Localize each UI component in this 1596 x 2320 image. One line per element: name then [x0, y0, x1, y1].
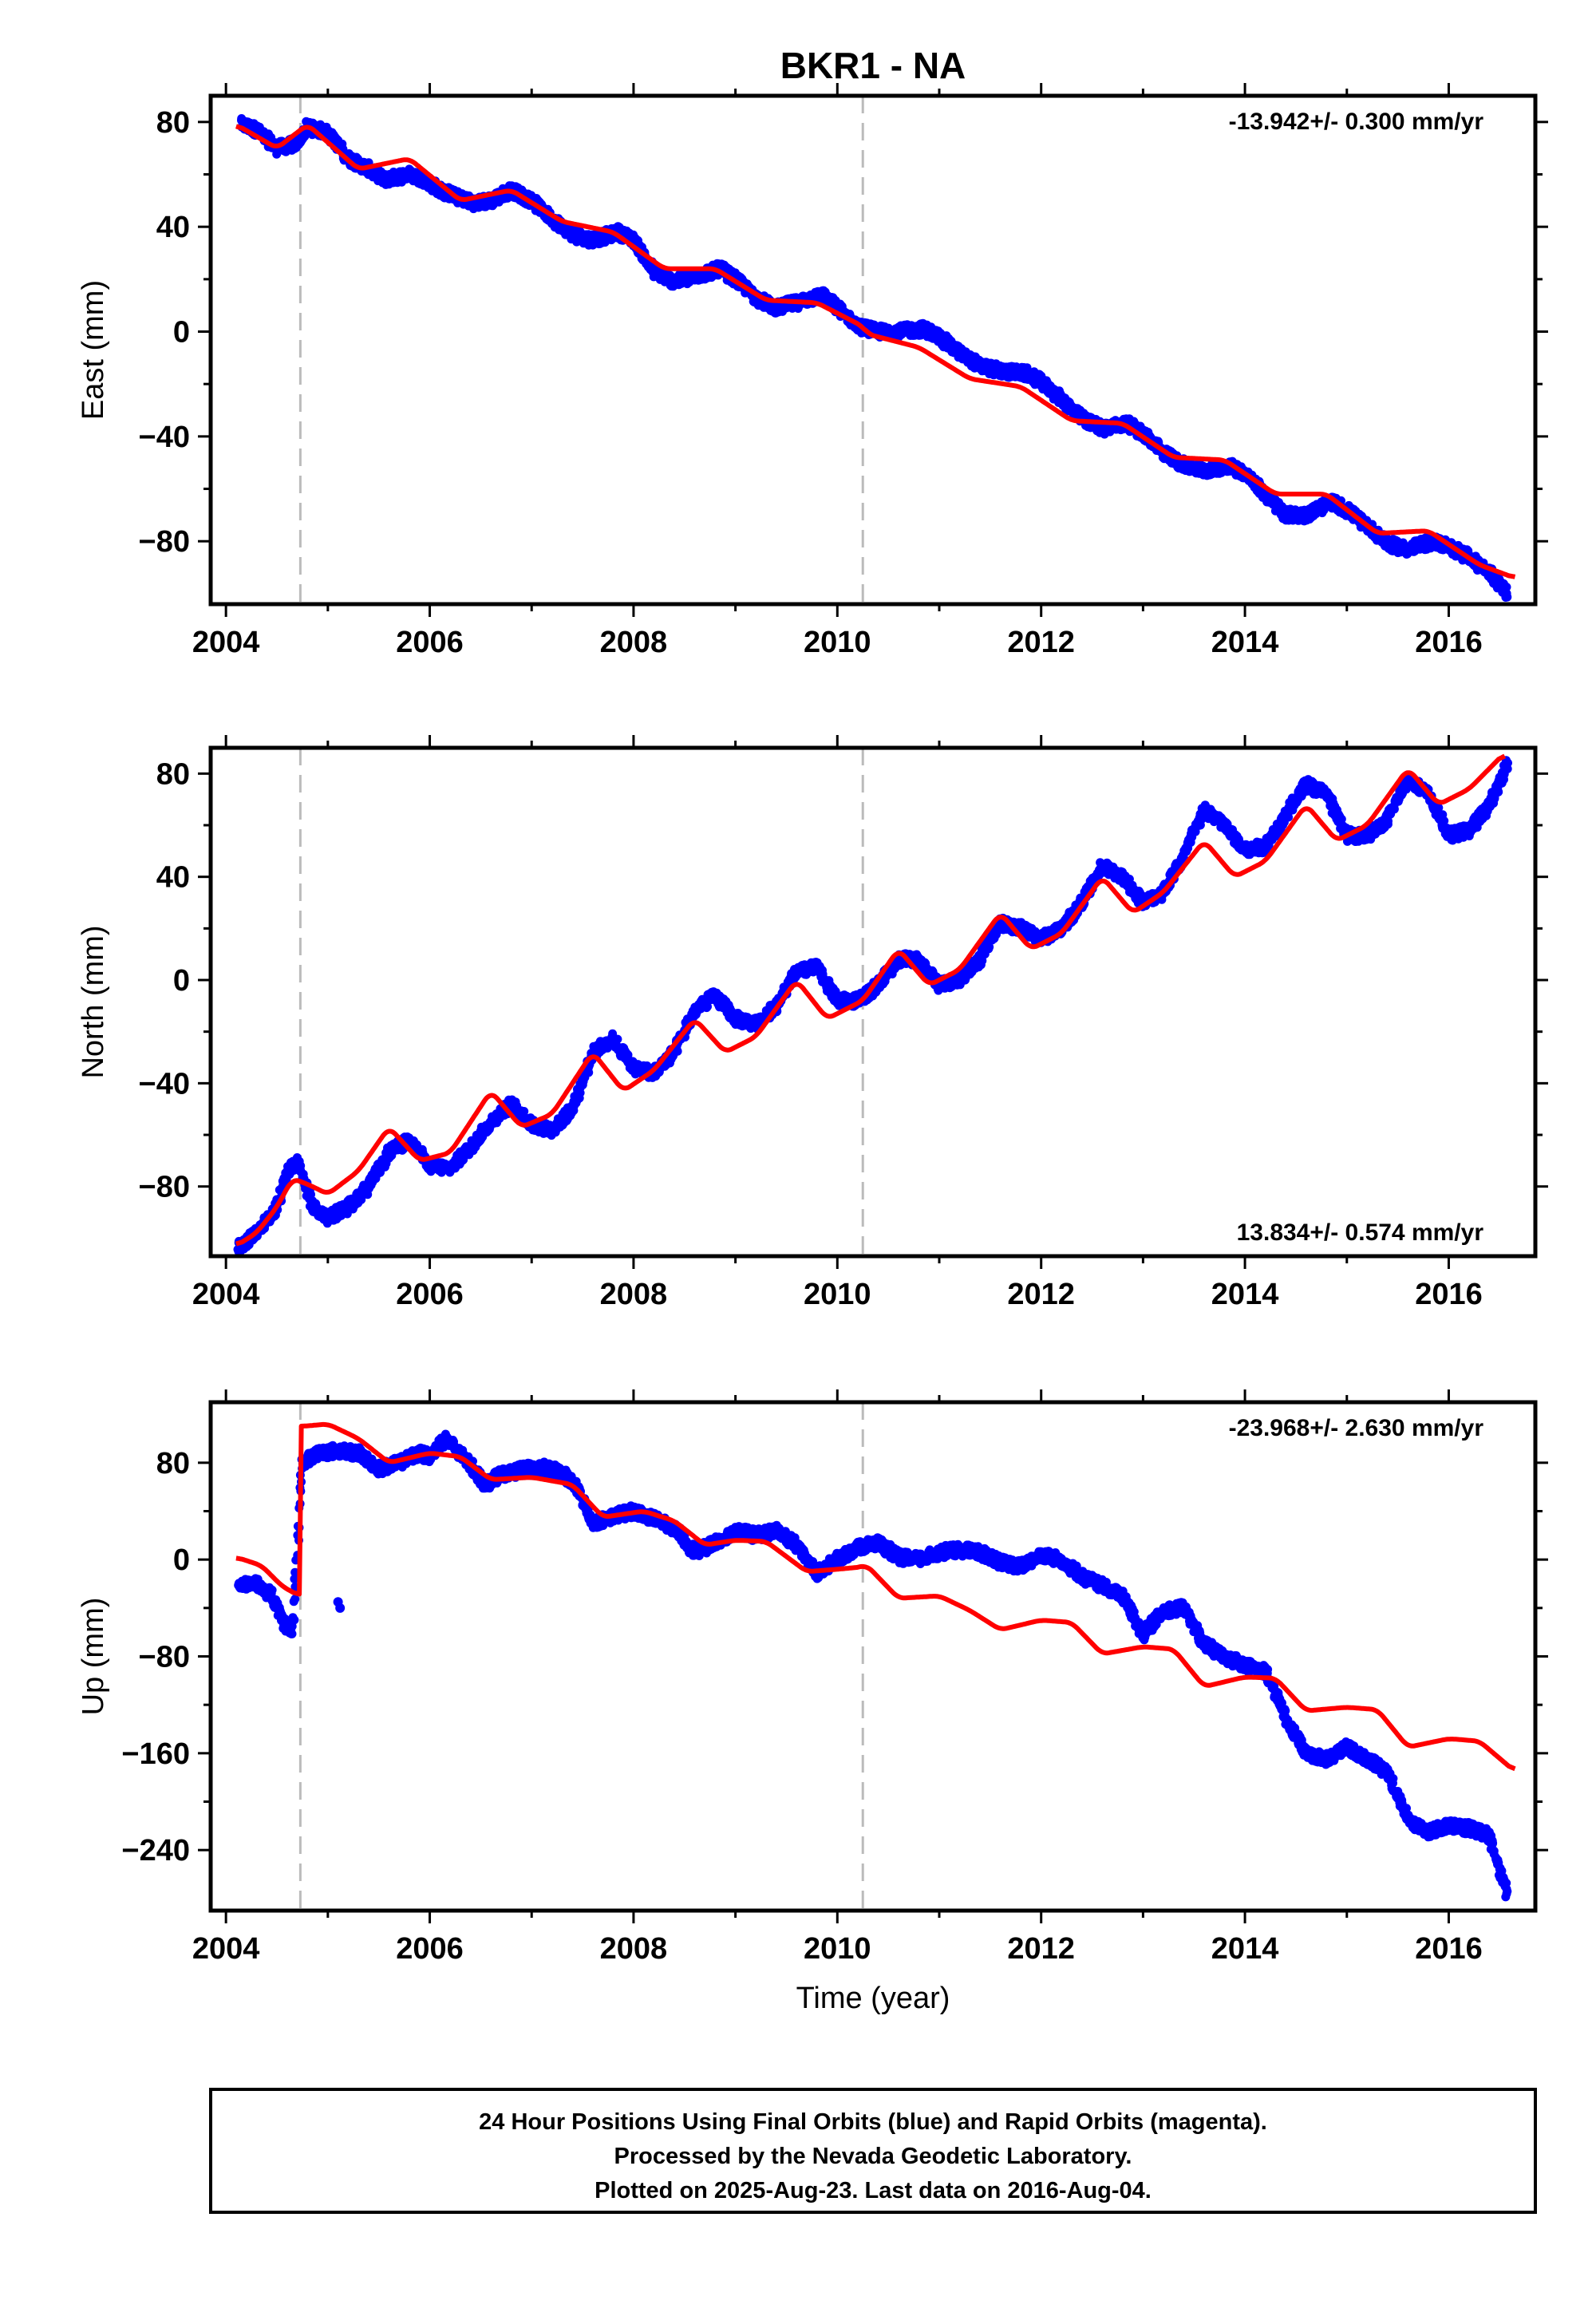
east-y-tick-label: 0 [173, 316, 190, 350]
east-x-tick-label: 2014 [1211, 626, 1279, 659]
east-panel: 2004 2006 2008 2010 2012 2014 2016 80 40 0 −40 −80 E… [77, 83, 1548, 659]
east-x-tick-label: 2004 [192, 626, 260, 659]
east-x-tick-label: 2010 [804, 626, 871, 659]
east-y-tick-label: 80 [156, 106, 190, 140]
east-plot-area [236, 114, 1515, 602]
east-y-tick-label: −80 [139, 525, 190, 559]
north-obs-point [674, 1047, 682, 1056]
east-x-tick-label: 2008 [600, 626, 668, 659]
east-x-tick-label: 2012 [1007, 626, 1075, 659]
east-rate-label: -13.942+/- 0.300 mm/yr [1229, 109, 1484, 135]
east-observations-0 [237, 114, 1511, 602]
east-y-tick-label: 40 [156, 211, 190, 244]
east-y-axis-label: East (mm) [77, 280, 110, 420]
north-plot-area [234, 756, 1513, 1256]
figure-title: BKR1 - NA [780, 45, 966, 86]
east-y-tick-label: −40 [139, 421, 190, 454]
east-obs-point [1503, 589, 1511, 598]
north-obs-point [613, 1035, 622, 1044]
north-observations-0 [234, 756, 1513, 1256]
east-x-tick-label: 2006 [396, 626, 464, 659]
east-x-tick-label: 2016 [1415, 626, 1483, 659]
